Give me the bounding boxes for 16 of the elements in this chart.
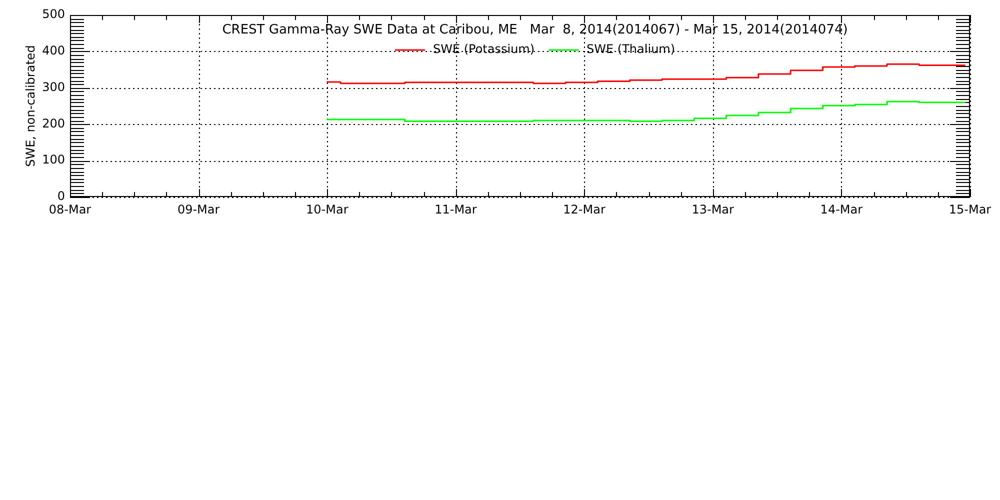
x-tick-label: 15-Mar [948, 202, 992, 216]
y-tick-label: 100 [42, 152, 65, 167]
y-tick-label: 200 [42, 116, 65, 130]
x-tick-label: 09-Mar [177, 202, 220, 216]
y-tick-label: 300 [42, 80, 65, 94]
x-tick-label: 10-Mar [306, 202, 348, 216]
y-tick-label: 400 [42, 44, 65, 58]
y-tick-label: 0 [57, 189, 65, 204]
text: CREST Gamma-Ray SWE Data at Caribou, ME Mar 8, 2014(2014067) - Mar 15, 2014(2014074) [222, 22, 848, 38]
x-tick-label: 14-Mar [820, 202, 863, 216]
y-tick-label: 500 [42, 7, 65, 22]
y-axis-title: SWE, non-calibrated [23, 45, 38, 167]
x-tick-label: 12-Mar [563, 202, 606, 216]
x-tick-label: 13-Mar [692, 202, 734, 216]
x-tick-label: 08-Mar [48, 202, 92, 216]
x-tick-label: 11-Mar [434, 202, 477, 216]
